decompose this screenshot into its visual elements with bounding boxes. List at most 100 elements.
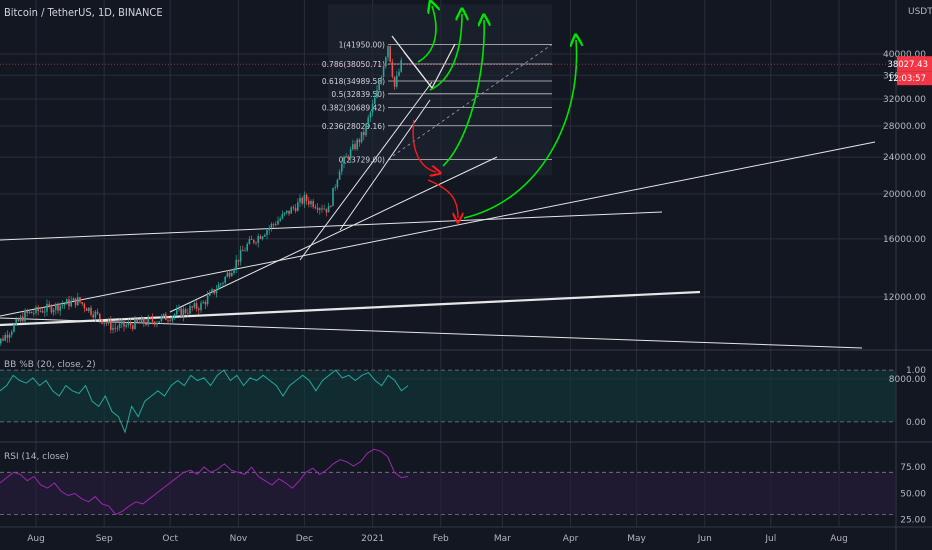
green-arrow-up xyxy=(442,20,484,167)
candle-body xyxy=(26,310,28,313)
x-tick-label: Feb xyxy=(433,534,449,544)
candle-body xyxy=(11,331,13,335)
candle-body xyxy=(125,324,127,327)
rsi-indicator-title[interactable]: RSI (14, close) xyxy=(4,452,69,462)
candle-body xyxy=(297,202,299,212)
green-arrow-up xyxy=(429,14,462,91)
candle-body xyxy=(217,284,220,290)
candle-body xyxy=(374,97,376,104)
candle-body xyxy=(110,320,112,330)
candle-body xyxy=(266,230,268,236)
candle-body xyxy=(22,316,24,322)
candle-body xyxy=(301,197,303,204)
candle-body xyxy=(103,322,105,324)
candle-body xyxy=(336,179,339,188)
y-tick-label: 20000.00 xyxy=(883,190,926,200)
candle-body xyxy=(270,223,273,228)
candle-body xyxy=(149,317,152,319)
fib-level-label: 0.618(34989.58) xyxy=(322,77,385,86)
candle-body xyxy=(237,259,240,262)
fib-level-label: 0(23729.00) xyxy=(339,155,385,164)
rsi-tick-label: 75.00 xyxy=(900,463,926,473)
y-tick-label: 40000.00 xyxy=(883,50,926,60)
candle-body xyxy=(316,208,319,210)
candle-body xyxy=(33,313,35,314)
candle-body xyxy=(195,303,198,309)
candle-body xyxy=(257,236,259,243)
x-tick-label: Sep xyxy=(96,534,113,544)
y-tick-label: 28000.00 xyxy=(883,122,926,132)
candle-body xyxy=(305,194,308,201)
candle-body xyxy=(118,323,121,328)
x-tick-label: Jun xyxy=(697,534,712,544)
candle-body xyxy=(360,131,363,143)
bb-indicator-title[interactable]: BB %B (20, close, 2) xyxy=(4,360,96,370)
candle-body xyxy=(191,306,193,308)
candle-body xyxy=(187,312,189,314)
candle-body xyxy=(147,317,149,325)
candle-body xyxy=(352,144,354,150)
rsi-tick-label: 50.00 xyxy=(900,489,926,499)
candle-body xyxy=(19,316,22,322)
candle-body xyxy=(134,319,136,329)
candle-body xyxy=(176,309,178,315)
candle-body xyxy=(345,156,347,158)
candle-body xyxy=(81,302,83,304)
candle-body xyxy=(239,250,242,262)
candle-body xyxy=(356,139,358,150)
candle-body xyxy=(325,208,328,213)
currency-label: USDT xyxy=(908,7,932,17)
trend-line xyxy=(169,156,498,313)
trend-line xyxy=(299,81,433,261)
candle-body xyxy=(66,299,68,305)
candle-body xyxy=(173,314,176,317)
candle-body xyxy=(59,305,61,311)
candle-body xyxy=(77,297,79,306)
trend-line xyxy=(431,43,456,89)
candle-body xyxy=(15,319,17,325)
candle-body xyxy=(363,131,365,136)
y-tick-label: 8000.00 xyxy=(889,375,926,385)
candle-body xyxy=(85,308,88,311)
candle-body xyxy=(180,308,182,317)
candle-body xyxy=(169,320,171,322)
candle-body xyxy=(198,308,200,311)
candle-body xyxy=(13,324,15,332)
y-tick-label: 24000.00 xyxy=(883,153,926,163)
countdown-badge xyxy=(897,71,932,86)
candle-body xyxy=(162,313,165,317)
candle-body xyxy=(178,308,180,310)
candle-body xyxy=(371,103,374,113)
candle-body xyxy=(160,316,163,322)
candle-body xyxy=(37,307,39,312)
trend-line xyxy=(0,290,701,327)
candle-body xyxy=(127,322,130,325)
candle-body xyxy=(92,314,94,318)
fib-zone-background xyxy=(328,4,552,176)
candle-body xyxy=(222,282,224,284)
candle-body xyxy=(74,298,77,306)
chart-text: Bitcoin / TetherUS, 1D, BINANCE USDT BB … xyxy=(4,6,932,462)
bb-tick-label: 1.00 xyxy=(906,366,926,376)
green-arrow-up xyxy=(463,40,577,219)
candle-body xyxy=(193,303,196,308)
x-tick-label: Jul xyxy=(764,534,776,544)
rsi-band-fill xyxy=(0,472,896,515)
fib-level-label: 1(41950.00) xyxy=(339,40,385,49)
trend-line xyxy=(403,51,433,89)
candle-body xyxy=(154,321,156,325)
candle-body xyxy=(17,319,20,322)
candle-body xyxy=(327,205,330,213)
candle-body xyxy=(338,171,341,180)
trend-line xyxy=(0,211,663,241)
candle-body xyxy=(248,239,251,245)
trend-line xyxy=(339,99,431,231)
candle-body xyxy=(35,307,37,314)
candle-body xyxy=(28,311,31,313)
candle-body xyxy=(156,322,158,325)
axes: Aug Sep Oct Nov Dec 2021 Feb Mar Apr May Jun Jul Aug… xyxy=(0,50,932,544)
candle-body xyxy=(380,77,383,84)
candle-body xyxy=(290,207,292,214)
x-tick-label: Nov xyxy=(230,534,248,544)
trend-line xyxy=(0,141,876,317)
